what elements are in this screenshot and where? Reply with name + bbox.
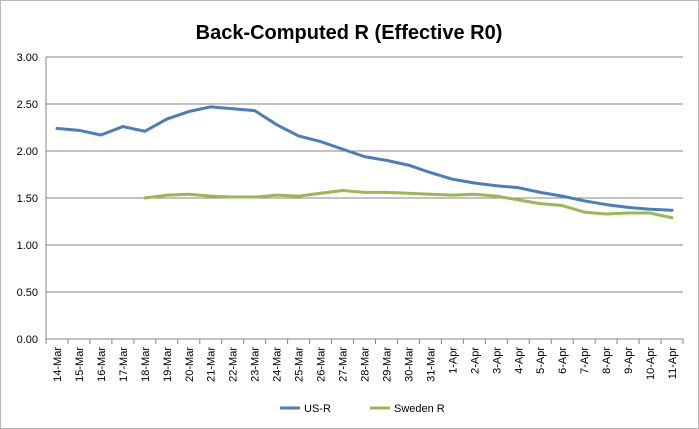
x-tick-label: 28-Mar	[360, 347, 372, 382]
x-tick-label: 1-Apr	[447, 347, 459, 374]
x-tick-label: 23-Mar	[250, 347, 262, 382]
x-tick-label: 24-Mar	[272, 347, 284, 382]
x-tick-label: 31-Mar	[425, 347, 437, 382]
x-tick-label: 17-Mar	[118, 347, 130, 382]
y-tick-label: 3.00	[17, 52, 38, 64]
y-tick-label: 0.00	[17, 334, 38, 346]
x-tick-label: 29-Mar	[381, 347, 393, 382]
x-tick-label: 6-Apr	[557, 347, 569, 374]
x-tick-label: 14-Mar	[52, 347, 64, 382]
x-tick-label: 20-Mar	[184, 347, 196, 382]
y-tick-labels: 0.00 0.50 1.00 1.50 2.00 2.50 3.00	[17, 52, 38, 346]
axes	[45, 57, 684, 344]
x-tick-label: 30-Mar	[403, 347, 415, 382]
gridlines	[46, 56, 683, 293]
chart-title: Back-Computed R (Effective R0)	[196, 22, 503, 44]
x-tick-label: 27-Mar	[338, 347, 350, 382]
x-tick-label: 25-Mar	[294, 347, 306, 382]
x-tick-label: 7-Apr	[579, 347, 591, 374]
x-tick-label: 15-Mar	[74, 347, 86, 382]
y-tick-label: 0.50	[17, 287, 38, 299]
x-tick-label: 19-Mar	[162, 347, 174, 382]
legend-label: US-R	[304, 403, 331, 415]
x-tick-label: 10-Apr	[645, 347, 657, 380]
series-line-sweden-r	[143, 188, 674, 220]
x-tick-label: 18-Mar	[140, 347, 152, 382]
x-tick-label: 16-Mar	[96, 347, 108, 382]
legend-label: Sweden R	[394, 403, 445, 415]
y-tick-label: 1.50	[17, 193, 38, 205]
x-tick-labels: 14-Mar 15-Mar 16-Mar 17-Mar 18-Mar 19-Mar 20-M…	[52, 347, 679, 382]
y-tick-label: 2.50	[17, 99, 38, 111]
x-tick-label: 9-Apr	[623, 347, 635, 374]
x-tick-label: 22-Mar	[228, 347, 240, 382]
x-tick-label: 2-Apr	[469, 347, 481, 374]
legend: US-R Sweden R	[280, 403, 445, 415]
x-tick-label: 11-Apr	[667, 347, 679, 380]
x-tick-label: 5-Apr	[535, 347, 547, 374]
y-tick-label: 1.00	[17, 240, 38, 252]
x-tick-label: 3-Apr	[491, 347, 503, 374]
series-lines	[55, 105, 674, 220]
x-tick-label: 21-Mar	[206, 347, 218, 382]
x-tick-label: 8-Apr	[601, 347, 613, 374]
x-tick-label: 4-Apr	[513, 347, 525, 374]
series-line-us-r	[55, 105, 674, 212]
y-tick-label: 2.00	[17, 146, 38, 158]
x-tick-label: 26-Mar	[316, 347, 328, 382]
